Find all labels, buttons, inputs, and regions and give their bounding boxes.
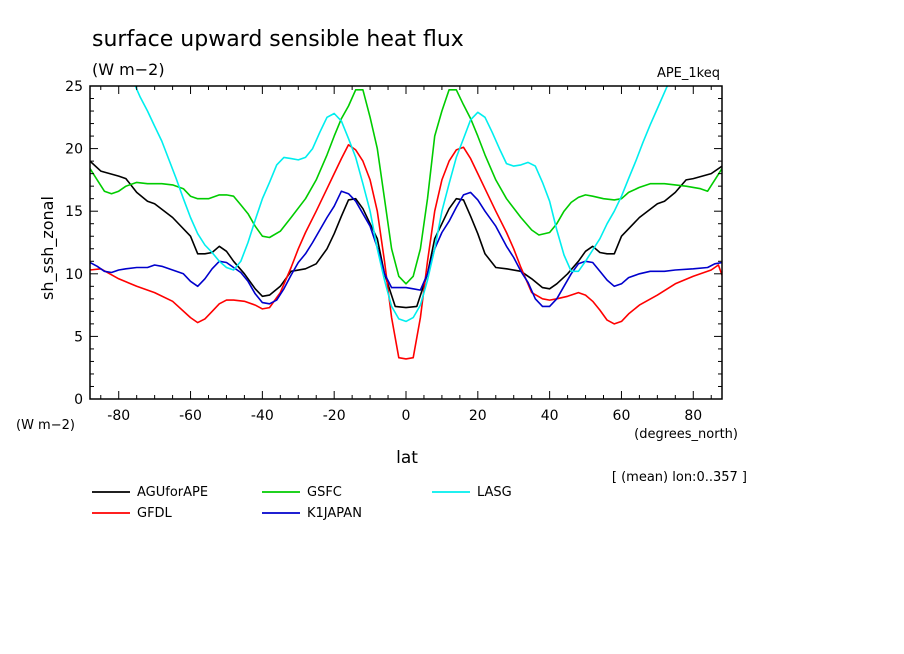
series-line-lasg — [134, 86, 669, 323]
y-tick-label: 10 — [65, 267, 83, 283]
y-tick-label: 5 — [74, 329, 83, 345]
series-line-k1japan — [90, 190, 722, 308]
x-tick-label: 80 — [684, 408, 702, 424]
legend-label: K1JAPAN — [307, 506, 362, 521]
plot-frame — [89, 85, 723, 400]
x-tick-label: 0 — [402, 408, 411, 424]
legend-item-gsfc: GSFC — [262, 485, 342, 500]
series-line-gsfc — [90, 89, 722, 285]
chart-title: surface upward sensible heat flux — [92, 27, 464, 52]
chart-subtitle: (W m−2) — [92, 60, 165, 79]
x-tick-label: -80 — [107, 408, 130, 424]
experiment-label: APE_1keq — [657, 66, 720, 81]
tick-layer: -80 -60 -40 -20 0 20 40 60 80 0 5 10 15 20 25 — [65, 79, 722, 424]
y-unit-label: (W m−2) — [16, 418, 75, 433]
legend-label: GFDL — [137, 506, 173, 521]
series-line-gfdl — [90, 144, 722, 360]
legend-label: LASG — [477, 485, 512, 500]
x-unit-label: (degrees_north) — [634, 427, 738, 442]
x-tick-label: -40 — [251, 408, 274, 424]
x-axis-label: lat — [396, 448, 418, 468]
series-layer — [90, 86, 722, 360]
legend-label: AGUforAPE — [137, 485, 208, 500]
mean-note: [ (mean) lon:0..357 ] — [612, 470, 747, 485]
y-tick-label: 0 — [74, 392, 83, 408]
legend-item-lasg: LASG — [432, 485, 512, 500]
legend-item-gfdl: GFDL — [92, 506, 173, 521]
x-tick-label: -60 — [179, 408, 202, 424]
x-tick-label: 40 — [541, 408, 559, 424]
x-tick-label: -20 — [323, 408, 346, 424]
legend-item-aguforape: AGUforAPE — [92, 485, 208, 500]
y-tick-label: 25 — [65, 79, 83, 95]
x-tick-label: 20 — [469, 408, 487, 424]
y-tick-label: 20 — [65, 142, 83, 158]
y-axis-label: sh_ssh_zonal — [38, 196, 58, 300]
x-tick-label: 60 — [613, 408, 631, 424]
legend-label: GSFC — [307, 485, 342, 500]
legend: AGUforAPE GFDL GSFC K1JAPAN LASG — [92, 485, 512, 521]
y-tick-label: 15 — [65, 204, 83, 220]
legend-item-k1japan: K1JAPAN — [262, 506, 362, 521]
